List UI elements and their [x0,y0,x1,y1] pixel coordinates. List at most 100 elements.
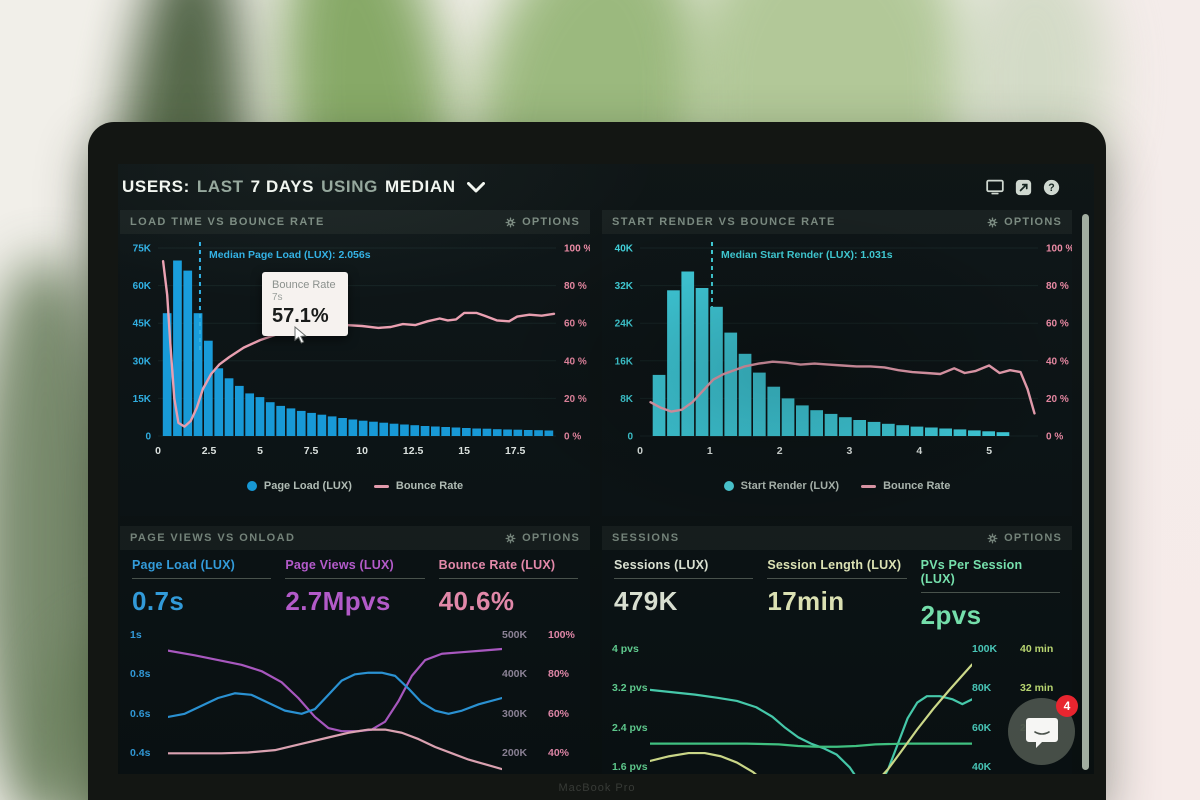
legend-item[interactable]: Bounce Rate [861,480,950,492]
y-axis-right-label: 20 % [564,394,587,405]
axis-tick-label: 40% [548,747,570,760]
axis-tick-label: 0.6s [130,707,151,720]
y-axis-left-label: 24K [615,319,634,330]
tooltip-subtitle: 7s [272,292,283,303]
axis-tick-label: 3.2 pvs [612,682,648,695]
y-axis-right-label: 20 % [1046,394,1069,405]
chat-bubble-icon [1025,717,1058,748]
metric-underline [132,578,272,579]
axis-tick-label: 40 min [1020,642,1054,655]
panel-start-render-vs-bounce-rate: START RENDER VS BOUNCE RATE OPTIONS 40K 1… [602,210,1074,516]
chat-widget-button[interactable]: 4 [1008,695,1078,765]
metric-bounce-rate: Bounce Rate (LUX) 40.6% [438,558,578,617]
options-button[interactable]: OPTIONS [987,532,1062,544]
x-axis-tick-label: 1 [707,445,713,457]
load-time-chart[interactable]: 75K 100 % 60K 80 % 45K 60 % 30K 40 % 15K 20 % 0 0 %… [120,238,592,479]
series-line [650,665,972,774]
options-button[interactable]: OPTIONS [987,216,1062,228]
gear-icon [987,217,998,227]
x-axis-tick-label: 5 [986,445,992,457]
x-axis-tick-label: 3 [847,445,853,457]
axis-tick-label: 100K [972,642,998,655]
legend-item[interactable]: Page Load (LUX) [246,480,352,492]
options-button[interactable]: OPTIONS [505,532,580,544]
y-axis-left-label: 8K [620,394,634,405]
legend-line-marker [861,484,877,488]
y-axis-right-label: 40 % [564,356,587,367]
median-annotation: Median Page Load (LUX): 2.056s [209,249,371,261]
tooltip-value: 57.1% [272,305,329,327]
axis-tick-label: 80K [972,682,992,695]
histogram-bars[interactable] [162,260,554,437]
axis-tick-label: 500K [502,628,528,641]
svg-text:?: ? [1048,182,1054,194]
metric-pvs-per-session: PVs Per Session (LUX) 2pvs [920,558,1060,631]
y-axis-right-label: 60 % [1046,319,1069,330]
y-axis-left-label: 15K [133,394,152,405]
panel-header: START RENDER VS BOUNCE RATE OPTIONS [602,210,1072,234]
line-chart-area: 4 pvs 3.2 pvs 2.4 pvs 1.6 pvs 100K 80K 60K 40K… [602,633,1072,774]
y-axis-left-label: 0 [145,432,151,443]
axis-tick-label: 80% [548,668,570,681]
x-axis-tick-label: 2 [777,445,783,457]
legend-line-marker [373,484,389,488]
metric-label: Page Load (LUX) [132,558,236,572]
gear-icon [987,533,998,543]
axis-tick-label: 1s [130,628,142,641]
panel-header: PAGE VIEWS VS ONLOAD OPTIONS [120,526,590,550]
metric-underline [614,578,754,579]
gear-icon [505,533,516,543]
panel-title: LOAD TIME VS BOUNCE RATE [130,216,325,228]
x-axis-tick-label: 10 [356,445,368,457]
options-label: OPTIONS [1004,216,1062,228]
legend-label: Bounce Rate [883,480,951,492]
series-line [650,744,972,747]
x-axis-tick-label: 2.5 [202,445,217,457]
title-segment: MEDIAN [384,177,456,196]
axis-tick-label: 300K [502,707,528,720]
metric-label: Page Views (LUX) [285,558,394,572]
y-axis-left-label: 30K [133,356,152,367]
x-axis-tick-label: 12.5 [403,445,424,457]
page-views-onload-chart[interactable] [168,619,502,774]
vertical-scrollbar[interactable] [1082,214,1089,770]
users-range-dropdown[interactable]: USERS: LAST 7 DAYS USING MEDIAN [122,177,485,197]
panel-title: PAGE VIEWS VS ONLOAD [130,532,296,544]
start-render-chart[interactable]: 40K 100 % 32K 80 % 24K 60 % 16K 40 % 8K 20 % 0 0 % M… [602,238,1074,479]
panel-load-time-vs-bounce-rate: LOAD TIME VS BOUNCE RATE OPTIONS 75K 100 … [120,210,592,516]
bounce-rate-tooltip: Bounce Rate 7s 57.1% [262,272,348,336]
combo-chart-body: 75K 100 % 60K 80 % 45K 60 % 30K 40 % 15K 20 % 0 0 %… [120,234,592,492]
display-icon[interactable] [986,179,1004,195]
x-axis-tick-label: 0 [155,445,161,457]
legend-item[interactable]: Bounce Rate [373,480,464,492]
legend-label: Bounce Rate [395,480,464,492]
help-icon[interactable]: ? [1043,179,1060,196]
axis-tick-label: 2.4 pvs [612,721,648,734]
y-axis-left-label: 16K [615,356,634,367]
panels-grid: LOAD TIME VS BOUNCE RATE OPTIONS 75K 100 … [120,210,1074,774]
sessions-chart[interactable] [650,633,972,774]
share-icon[interactable] [1015,179,1032,196]
y-axis-left-label: 0 [627,432,633,443]
options-button[interactable]: OPTIONS [505,216,580,228]
metric-value: 40.6% [438,586,515,616]
mouse-cursor-icon [294,325,307,349]
y-axis-right-label: 100 % [1046,244,1072,255]
metric-label: Session Length (LUX) [767,558,902,572]
y-axis-left-label: 45K [133,319,152,330]
axis-tick-label: 0.8s [130,668,151,681]
metric-value: 17min [767,586,845,616]
legend-item[interactable]: Start Render (LUX) [723,480,839,492]
panel-title: SESSIONS [612,532,680,544]
y-axis-right-label: 80 % [564,281,587,292]
metrics-row: Page Load (LUX) 0.7s Page Views (LUX) 2.… [120,550,590,617]
panel-page-views-vs-onload: PAGE VIEWS VS ONLOAD OPTIONS Page Load (… [120,526,590,774]
left-axis-labels: 1s 0.8s 0.6s 0.4s [120,619,168,774]
sessions-svg [650,633,972,774]
histogram-bars[interactable] [652,271,1010,437]
panel-sessions: SESSIONS OPTIONS Sessions (LUX) 479K Ses… [602,526,1072,774]
title-segment: USERS: [122,177,190,196]
metric-underline [767,578,907,579]
right-axis-column: 100K 80K 60K 40K [972,633,1020,774]
metric-session-length: Session Length (LUX) 17min [767,558,907,631]
